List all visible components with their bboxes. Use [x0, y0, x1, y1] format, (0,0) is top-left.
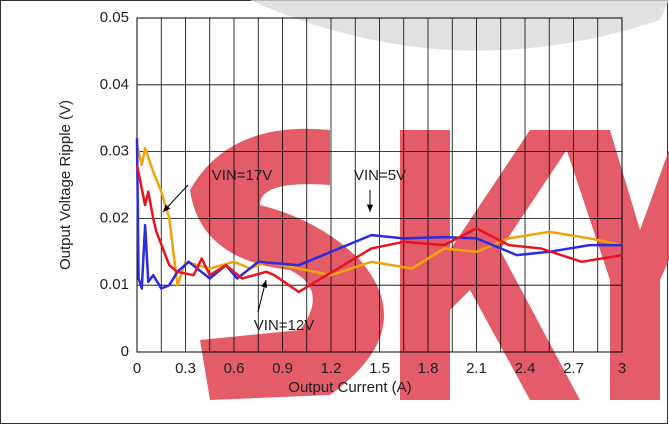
- y-tick-label: 0.01: [100, 276, 129, 293]
- y-tick-label: 0.02: [100, 209, 129, 226]
- series-line: [135, 164, 623, 294]
- x-tick-label: 0.9: [272, 360, 293, 377]
- y-tick-label: 0.04: [100, 76, 129, 93]
- x-tick-label: 2.7: [563, 360, 584, 377]
- y-tick-label: 0: [121, 343, 129, 360]
- y-tick-label: 0.05: [100, 9, 129, 26]
- x-tick-label: 1.8: [418, 360, 439, 377]
- series-label: VIN=17V: [212, 167, 272, 184]
- x-tick-label: 0.3: [175, 360, 196, 377]
- watermark: [190, 128, 669, 400]
- y-tick-label: 0.03: [100, 143, 129, 160]
- annotation-arrowhead: [366, 204, 374, 212]
- x-tick-label: 2.4: [515, 360, 536, 377]
- x-tick-label: 3: [618, 360, 626, 377]
- y-axis-label: Output Voltage Ripple (V): [57, 100, 74, 270]
- watermark-arc: [250, 0, 669, 51]
- x-tick-label: 0.6: [224, 360, 245, 377]
- series-label: VIN=12V: [254, 317, 314, 334]
- annotation-arrowhead: [261, 280, 268, 288]
- x-tick-label: 0: [133, 360, 141, 377]
- annotation-arrowhead: [163, 204, 171, 212]
- x-tick-label: 1.5: [369, 360, 390, 377]
- x-tick-label: 2.1: [466, 360, 487, 377]
- series-label: VIN=5V: [354, 167, 406, 184]
- x-tick-label: 1.2: [321, 360, 342, 377]
- x-axis-label: Output Current (A): [288, 379, 411, 396]
